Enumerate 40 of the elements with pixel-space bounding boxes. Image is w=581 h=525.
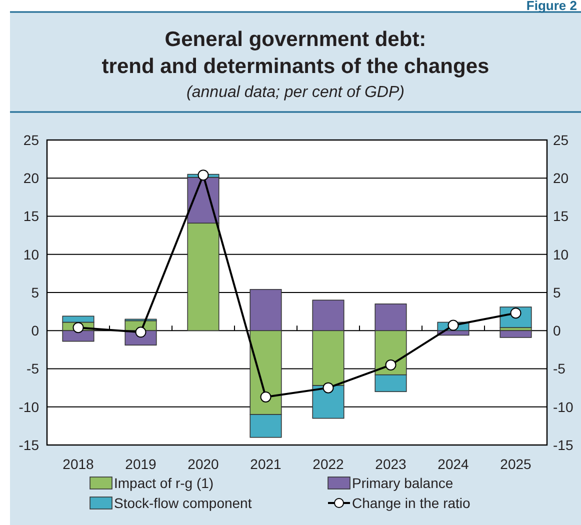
y2-tick-label: 0 [553,322,561,339]
legend-label: Change in the ratio [352,494,471,511]
x-tick-label: 2020 [188,456,220,472]
bar [500,330,532,338]
y-tick-label: -5 [26,360,40,377]
point [385,359,396,370]
y-tick-label: -10 [18,398,40,415]
y-tick-label: 15 [23,208,40,224]
y-tick-label: 5 [31,284,40,300]
legend-label: Primary balance [352,474,454,491]
y-tick-label: -15 [18,436,40,453]
y2-tick-label: -15 [553,436,574,453]
y-tick-label: 20 [23,170,40,186]
y-tick-label: 0 [31,322,40,339]
x-tick-label: 2025 [500,456,532,472]
point [198,170,209,181]
point [260,391,272,402]
y2-tick-label: -5 [553,360,566,377]
x-tick-label: 2018 [62,456,94,472]
chart-subtitle: (annual data; per cent of GDP) [186,84,404,101]
y-tick-label: 10 [23,246,40,262]
point [448,320,459,331]
legend-label: Stock-flow component [114,494,252,511]
x-tick-label: 2022 [312,456,344,472]
y2-tick-label: 5 [553,284,561,300]
y2-tick-label: 20 [553,170,569,186]
chart-title: General government debt: trend and determinants of the changes [102,28,490,78]
y2-tick-label: -10 [553,398,574,415]
legend-label: Impact of r-g (1) [114,474,214,491]
y2-tick-label: 25 [553,132,569,148]
y-tick-label: 25 [23,132,40,148]
y2-tick-label: 10 [553,246,569,262]
y2-tick-label: 15 [553,208,569,224]
x-tick-label: 2021 [250,456,282,472]
caption: Figure 2 [526,0,577,13]
x-tick-label: 2023 [375,456,407,472]
x-tick-label: 2024 [438,456,470,472]
point [72,322,84,334]
point [322,382,334,394]
x-tick-label: 2019 [125,456,157,472]
